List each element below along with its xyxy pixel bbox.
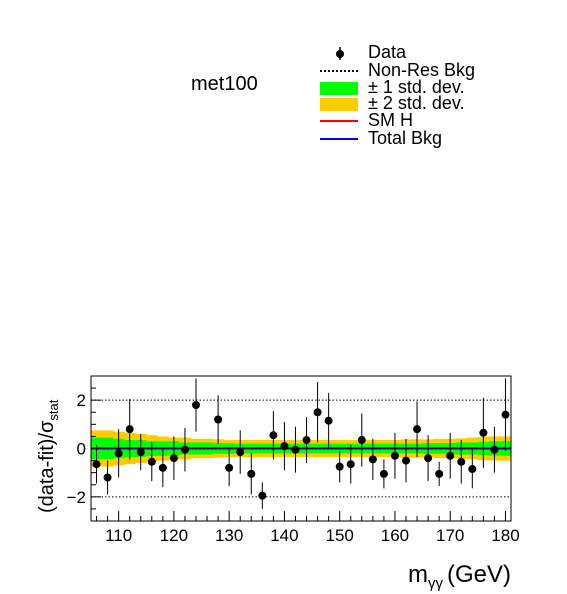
data-points: [92, 378, 510, 509]
data-point: [136, 448, 145, 457]
legend-label-sigma1: ± 1 std. dev.: [368, 77, 465, 97]
data-point: [125, 425, 134, 434]
y-axis-title-sub: stat: [46, 399, 61, 420]
y-tick-label: −2: [67, 488, 86, 507]
data-point: [92, 460, 101, 469]
data-point: [158, 463, 167, 472]
legend-entry-non-res: Non-Res Bkg: [320, 60, 475, 80]
data-point: [291, 445, 300, 454]
data-point: [490, 445, 499, 454]
y-axis-title-main: (data-fit)/σ: [36, 420, 58, 513]
data-point: [501, 410, 510, 419]
y-tick-label: 2: [77, 391, 86, 410]
data-point: [147, 457, 156, 466]
data-point: [424, 454, 433, 463]
data-point: [258, 491, 267, 500]
x-tick-label: 110: [105, 526, 132, 545]
legend-entry-sigma2: ± 2 std. dev.: [320, 93, 465, 113]
data-point: [114, 449, 123, 458]
data-point: [225, 463, 234, 472]
data-point: [324, 416, 333, 425]
x-tick-label: 150: [325, 526, 353, 545]
data-point: [269, 431, 278, 440]
data-point: [390, 451, 399, 460]
data-point: [180, 445, 189, 454]
legend-label-non-res: Non-Res Bkg: [368, 60, 475, 80]
data-point: [169, 454, 178, 463]
data-point: [346, 460, 355, 469]
data-point: [368, 455, 377, 464]
legend-sigma2-swatch: [320, 98, 358, 111]
data-point: [479, 428, 488, 437]
legend-label-data: Data: [368, 42, 407, 62]
y-axis-title: (data-fit)/σstat: [36, 399, 61, 513]
x-tick-label: 180: [491, 526, 519, 545]
legend-label-sm-h: SM H: [368, 110, 413, 130]
legend-entry-data: Data: [336, 42, 407, 62]
y-axis: −2 0 2: [67, 375, 101, 522]
data-point: [357, 436, 366, 445]
x-tick-label: 140: [270, 526, 298, 545]
x-axis-title-sub: γγ: [428, 575, 444, 592]
x-tick-label: 160: [381, 526, 409, 545]
data-point: [302, 436, 311, 445]
data-point: [468, 465, 477, 474]
data-point: [214, 415, 223, 424]
category-label: met100: [191, 73, 258, 95]
data-point: [247, 469, 256, 478]
data-point: [236, 448, 245, 457]
legend-label-sigma2: ± 2 std. dev.: [368, 93, 465, 113]
data-point: [446, 451, 455, 460]
x-tick-label: 130: [215, 526, 243, 545]
gridlines: [91, 399, 511, 498]
data-point: [379, 469, 388, 478]
data-point: [335, 462, 344, 471]
data-point: [280, 442, 289, 451]
data-point: [313, 408, 322, 417]
data-point: [457, 457, 466, 466]
y-tick-label: 0: [77, 440, 86, 459]
legend-sigma1-swatch: [320, 82, 358, 95]
x-axis: 110 120 130 140 150 160 170 180: [96, 511, 520, 545]
x-axis-title-main: m: [408, 561, 428, 588]
data-point: [413, 425, 422, 434]
data-point: [435, 469, 444, 478]
x-axis-title: mγγ (GeV): [408, 561, 511, 592]
data-point: [192, 401, 200, 409]
legend-data-marker: [336, 50, 344, 58]
legend: Data Non-Res Bkg ± 1 std. dev. ± 2 std. …: [320, 42, 475, 148]
legend-entry-sm-h: SM H: [320, 110, 413, 130]
x-tick-label: 170: [436, 526, 464, 545]
legend-entry-sigma1: ± 1 std. dev.: [320, 77, 465, 97]
x-tick-label: 120: [160, 526, 188, 545]
data-point: [103, 473, 112, 482]
legend-label-total-bkg: Total Bkg: [368, 128, 442, 148]
x-axis-title-unit: (GeV): [447, 561, 511, 588]
data-point: [402, 456, 410, 465]
legend-entry-total-bkg: Total Bkg: [320, 128, 442, 148]
